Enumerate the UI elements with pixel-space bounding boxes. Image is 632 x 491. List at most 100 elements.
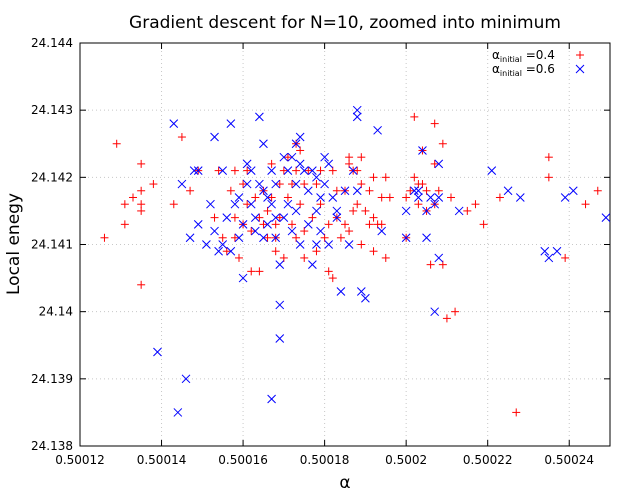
data-point-series-2 [312,206,321,216]
data-point-series-1 [230,233,239,242]
x-tick-label: 0.50022 [463,453,513,467]
data-point-series-2 [299,166,309,175]
data-point-series-2 [422,206,431,216]
data-point-series-1 [129,193,137,202]
data-point-series-1 [267,159,276,168]
data-point-series-2 [361,293,370,303]
data-point-series-2 [344,240,354,249]
data-point-series-1 [239,180,248,189]
legend-label-series-1: αinitial =0.4 [492,48,555,64]
legend-marker-series-2 [575,64,585,74]
data-point-series-2 [503,186,513,196]
data-point-series-2 [210,226,219,236]
data-point-series-1 [259,220,268,229]
data-point-series-2 [226,119,236,128]
x-tick-label: 0.50016 [218,453,268,467]
data-point-series-2 [246,166,256,175]
data-point-series-2 [601,213,611,222]
data-point-series-1 [304,166,313,175]
data-point-series-2 [279,213,289,222]
data-point-series-1 [279,166,288,175]
y-tick-label: 24.142 [31,170,73,184]
data-point-series-1 [275,180,284,189]
data-point-series-1 [512,408,521,417]
data-point-series-1 [235,253,243,262]
data-point-series-2 [401,233,411,243]
data-point-series-2 [291,206,301,216]
data-point-series-2 [377,226,387,236]
data-point-series-2 [250,213,260,222]
data-point-series-2 [193,219,203,229]
data-point-series-2 [234,193,244,202]
legend-marker-series-1 [576,51,584,59]
data-point-series-2 [279,152,289,162]
data-point-series-2 [430,307,440,317]
x-tick-label: 0.50014 [137,453,187,467]
data-point-series-1 [296,200,305,209]
data-point-series-1 [442,314,451,323]
data-point-series-1 [451,307,460,316]
data-point-series-2 [340,186,350,196]
data-point-series-1 [410,173,419,182]
data-point-series-1 [267,193,276,202]
data-point-series-2 [324,159,334,169]
data-point-series-1 [279,253,288,262]
data-point-series-1 [247,227,256,236]
axis-ticks: 0.50012 0.50014 0.50016 0.50018 0.5002 0.5002… [31,36,610,467]
data-point-series-1 [422,186,431,195]
data-point-series-2 [242,159,252,169]
data-point-series-2 [259,139,268,149]
data-point-series-2 [271,213,281,222]
data-point-series-1 [418,180,427,189]
data-point-series-2 [259,233,268,243]
data-point-series-2 [352,112,362,122]
data-point-series-2 [173,408,183,417]
data-point-series-1 [263,206,272,215]
data-point-series-1 [447,193,455,202]
data-point-series-1 [479,220,488,229]
data-point-series-2 [336,287,346,296]
data-point-series-2 [153,347,162,357]
data-point-series-1 [402,193,411,202]
data-point-series-2 [373,125,382,135]
x-tick-label: 0.50024 [544,453,594,467]
data-point-series-2 [193,166,203,175]
y-tick-label: 24.143 [31,103,73,117]
data-point-series-1 [365,186,374,195]
data-point-series-2 [418,146,427,155]
chart-title: Gradient descent for N=10, zoomed into m… [129,13,561,33]
data-point-series-1 [430,159,439,168]
legend: αinitial =0.4 αinitial =0.6 [492,48,585,78]
data-point-series-1 [369,173,378,182]
data-point-series-2 [206,199,215,209]
data-point-series-1 [296,146,305,155]
data-point-series-2 [430,199,440,209]
data-point-series-1 [406,186,415,195]
data-point-series-1 [137,186,146,195]
data-point-series-2 [426,193,435,202]
data-point-series-2 [255,112,264,122]
data-point-series-2 [242,179,252,189]
data-point-series-2 [332,206,342,216]
data-point-series-2 [291,139,301,149]
data-point-series-1 [544,173,553,182]
y-tick-label: 24.139 [31,372,73,386]
data-point-series-1 [292,233,301,242]
x-tick-label: 0.50012 [55,453,105,467]
x-tick-label: 0.50018 [300,453,350,467]
data-point-series-2 [295,132,305,142]
data-point-series-2 [316,193,325,202]
data-point-series-1 [581,200,590,209]
y-tick-label: 24.138 [31,439,73,453]
data-point-series-2 [487,166,497,175]
data-point-series-1 [332,186,341,195]
data-point-series-1 [292,166,301,175]
data-point-series-2 [303,219,313,229]
data-point-series-1 [369,213,378,222]
data-point-series-2 [320,152,329,162]
data-point-series-1 [345,159,354,168]
data-point-series-2 [238,219,248,229]
data-point-series-1 [112,139,121,148]
data-point-series-1 [377,220,386,229]
data-point-series-1 [243,166,252,175]
